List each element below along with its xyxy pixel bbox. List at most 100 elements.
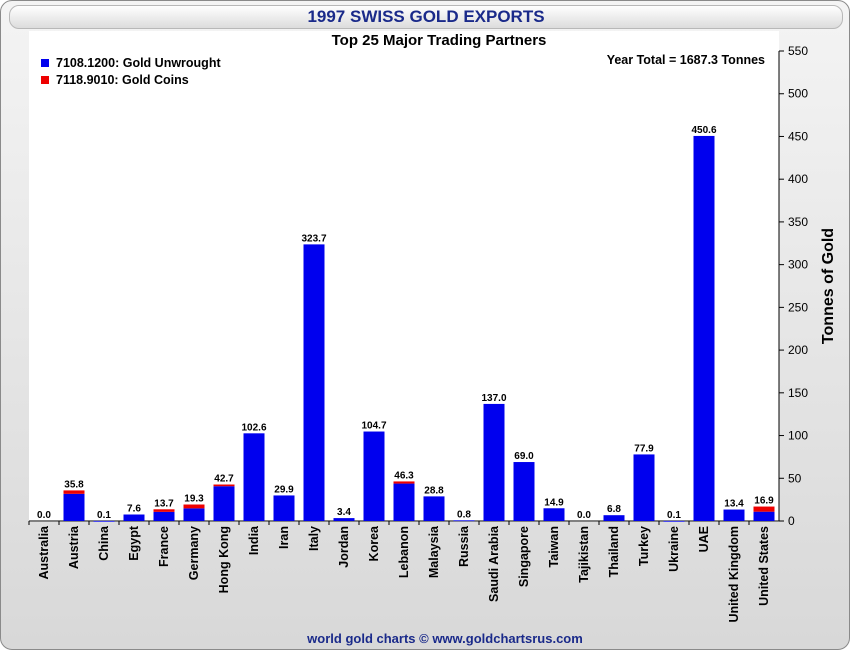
y-tick-label: 0: [788, 514, 795, 528]
bar-unwrought: [93, 520, 115, 522]
y-tick-label: 200: [788, 343, 808, 357]
y-axis-title: Tonnes of Gold: [820, 228, 837, 344]
data-label: 42.7: [214, 474, 234, 485]
legend-label: 7118.9010: Gold Coins: [56, 73, 189, 87]
data-label: 29.9: [274, 484, 294, 495]
x-tick-label: Jordan: [337, 526, 351, 568]
x-tick-label: China: [97, 525, 111, 561]
bar-unwrought: [303, 244, 325, 521]
bar-unwrought: [63, 493, 85, 521]
bar-coins: [153, 509, 175, 512]
legend-swatch: [41, 76, 49, 84]
bar-unwrought: [633, 454, 655, 521]
data-label: 0.1: [667, 510, 681, 521]
x-tick-label: Tajikistan: [577, 526, 591, 583]
data-label: 14.9: [544, 497, 564, 508]
chart-title: 1997 SWISS GOLD EXPORTS: [9, 5, 843, 29]
year-total-annotation: Year Total = 1687.3 Tonnes: [607, 53, 765, 67]
chart-subtitle: Top 25 Major Trading Partners: [331, 32, 547, 49]
data-label: 69.0: [514, 451, 534, 462]
bar-unwrought: [333, 518, 355, 521]
bar-coins: [213, 484, 235, 487]
x-tick-label: Singapore: [517, 526, 531, 587]
x-tick-label: India: [247, 525, 261, 555]
bar-unwrought: [363, 431, 385, 521]
x-tick-label: Austria: [67, 525, 81, 569]
bar-unwrought: [753, 511, 775, 521]
x-tick-label: Turkey: [637, 526, 651, 566]
x-tick-label: United States: [757, 526, 771, 606]
bar-unwrought: [123, 514, 145, 521]
data-label: 46.3: [394, 470, 414, 481]
data-label: 0.0: [37, 510, 51, 521]
x-tick-label: Germany: [187, 526, 201, 580]
x-tick-label: Australia: [37, 525, 51, 580]
data-label: 77.9: [634, 443, 654, 454]
y-tick-label: 450: [788, 129, 808, 143]
bar-coins: [753, 506, 775, 512]
x-tick-label: Taiwan: [547, 526, 561, 567]
y-tick-label: 50: [788, 471, 802, 485]
bar-unwrought: [153, 511, 175, 521]
x-tick-label: Hong Kong: [217, 526, 231, 593]
y-tick-label: 250: [788, 300, 808, 314]
data-label: 0.8: [457, 509, 471, 520]
y-tick-label: 500: [788, 87, 808, 101]
data-label: 0.1: [97, 510, 111, 521]
data-label: 104.7: [361, 421, 386, 432]
legend-label: 7108.1200: Gold Unwrought: [56, 56, 221, 70]
bar-unwrought: [393, 483, 415, 521]
x-tick-label: Saudi Arabia: [487, 525, 501, 602]
y-tick-label: 400: [788, 172, 808, 186]
footer-credit: world gold charts © www.goldchartsrus.co…: [307, 631, 583, 646]
data-label: 13.4: [724, 499, 744, 510]
bar-unwrought: [243, 433, 265, 521]
bar-unwrought: [513, 462, 535, 521]
data-label: 19.3: [184, 494, 204, 505]
data-label: 0.0: [577, 510, 591, 521]
x-tick-label: Egypt: [127, 525, 141, 561]
data-label: 450.6: [691, 125, 716, 136]
data-label: 13.7: [154, 498, 174, 509]
bar-unwrought: [723, 509, 745, 521]
x-tick-label: Thailand: [607, 526, 621, 577]
y-tick-label: 550: [788, 44, 808, 58]
x-tick-label: UAE: [697, 526, 711, 552]
data-label: 16.9: [754, 496, 774, 507]
data-label: 323.7: [301, 233, 326, 244]
x-tick-label: France: [157, 526, 171, 567]
y-tick-label: 350: [788, 215, 808, 229]
data-label: 35.8: [64, 479, 84, 490]
bar-unwrought: [603, 515, 625, 521]
plot-area: [29, 31, 779, 522]
bar-coins: [63, 490, 85, 494]
x-tick-label: Iran: [277, 526, 291, 549]
bar-unwrought: [543, 508, 565, 521]
bar-unwrought: [483, 403, 505, 521]
bar-coins: [393, 481, 415, 484]
x-tick-label: Russia: [457, 525, 471, 567]
bar-unwrought: [213, 486, 235, 521]
x-tick-label: Korea: [367, 525, 381, 561]
bar-unwrought: [453, 520, 475, 522]
x-tick-label: Ukraine: [667, 526, 681, 572]
x-tick-label: Malaysia: [427, 525, 441, 578]
data-label: 137.0: [481, 393, 506, 404]
data-label: 3.4: [337, 507, 351, 518]
data-label: 28.8: [424, 485, 444, 496]
bar-coins: [183, 504, 205, 509]
data-label: 6.8: [607, 504, 621, 515]
bar-unwrought: [693, 135, 715, 521]
data-label: 102.6: [241, 422, 266, 433]
bar-unwrought: [423, 496, 445, 521]
x-tick-label: Lebanon: [397, 526, 411, 578]
y-tick-label: 150: [788, 386, 808, 400]
bar-unwrought: [663, 520, 685, 522]
x-tick-label: Italy: [307, 526, 321, 551]
y-tick-label: 100: [788, 429, 808, 443]
data-label: 7.6: [127, 504, 141, 515]
bar-unwrought: [273, 495, 295, 521]
bar-unwrought: [183, 508, 205, 521]
